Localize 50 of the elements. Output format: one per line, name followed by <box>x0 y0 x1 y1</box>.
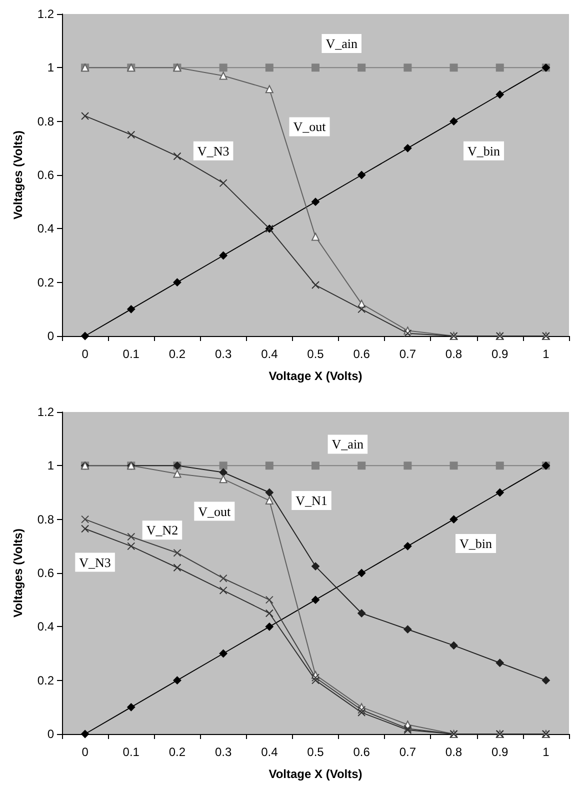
y-tick-label: 0.8 <box>37 512 54 526</box>
y-tick-label: 0.2 <box>37 673 54 688</box>
x-tick-label: 0.8 <box>445 745 462 759</box>
x-tick-label: 0.1 <box>122 347 140 361</box>
x-tick-label: 1 <box>542 745 550 759</box>
x-tick-label: 0.5 <box>307 745 324 759</box>
x-tick-label: 0.8 <box>445 347 462 361</box>
y-tick-label: 0.8 <box>37 114 54 128</box>
series-label: V_N3 <box>197 143 230 158</box>
x-tick-label: 0 <box>82 347 89 361</box>
y-tick-label: 1 <box>47 458 54 473</box>
x-tick-label: 0.1 <box>122 745 140 759</box>
series-label: V_N2 <box>146 522 178 538</box>
x-tick-label: 0.9 <box>492 745 509 759</box>
y-axis-title: Voltages (Volts) <box>11 528 25 618</box>
series-label: V_out <box>293 119 326 134</box>
y-tick-label: 1.2 <box>37 405 54 419</box>
x-tick-label: 0.6 <box>353 347 370 361</box>
series-label: V_ain <box>326 36 358 52</box>
x-tick-label: 0 <box>82 745 89 759</box>
x-tick-label: 0.4 <box>261 347 278 361</box>
x-tick-label: 0.7 <box>399 347 416 361</box>
y-tick-label: 0.6 <box>37 168 54 182</box>
y-tick-label: 0 <box>47 727 54 741</box>
y-axis-title: Voltages (Volts) <box>11 130 25 220</box>
y-tick-label: 0.4 <box>37 222 54 236</box>
y-tick-label: 0 <box>47 329 54 343</box>
y-tick-label: 1.2 <box>37 7 54 21</box>
x-tick-label: 0.2 <box>168 745 186 759</box>
x-tick-label: 0.3 <box>214 745 232 759</box>
x-tick-label: 0.3 <box>214 347 232 361</box>
series-label: V_N1 <box>296 493 328 508</box>
series-label: V_bin <box>460 536 493 551</box>
y-tick-label: 1 <box>47 60 54 75</box>
y-tick-label: 0.6 <box>37 566 54 580</box>
x-tick-label: 0.6 <box>353 745 370 759</box>
series-label: V_ain <box>332 436 364 452</box>
series-label: V_out <box>198 504 232 519</box>
x-tick-label: 0.5 <box>307 347 324 361</box>
x-tick-label: 0.4 <box>261 745 278 759</box>
x-tick-label: 0.7 <box>399 745 416 759</box>
x-tick-label: 1 <box>542 347 550 361</box>
y-tick-label: 0.4 <box>37 620 54 634</box>
series-label: V_N3 <box>79 554 111 570</box>
y-tick-label: 0.2 <box>37 275 54 290</box>
x-tick-label: 0.9 <box>492 347 509 361</box>
series-label: V_bin <box>468 143 501 158</box>
x-tick-label: 0.2 <box>168 347 186 361</box>
x-axis-title: Voltage X (Volts) <box>268 369 362 383</box>
x-axis-title: Voltage X (Volts) <box>268 767 362 781</box>
